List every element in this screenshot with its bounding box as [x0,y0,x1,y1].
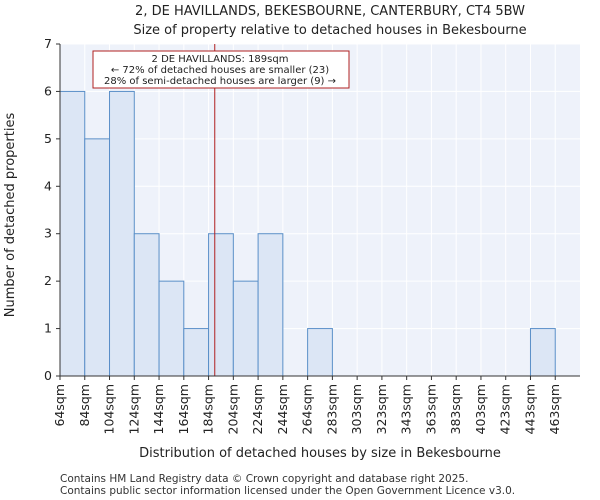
annotation-line-3: 28% of semi-detached houses are larger (… [104,76,336,87]
chart-subtitle: Size of property relative to detached ho… [133,23,526,38]
x-tick-label-11: 283sqm [324,384,339,434]
x-tick-labels: 64sqm 84sqm 104sqm 124sqm 144sqm 164sqm 184sqm… [52,376,562,434]
annotation-line-2: ← 72% of detached houses are smaller (23… [111,65,329,76]
x-tick-label-6: 184sqm [201,384,216,434]
x-tick-label-0: 64sqm [52,384,67,427]
chart-title: 2, DE HAVILLANDS, BEKESBOURNE, CANTERBUR… [135,4,525,19]
bars [59,90,556,377]
y-tick-label-1: 1 [44,321,52,336]
y-tick-label-3: 3 [44,226,52,241]
x-tick-label-3: 124sqm [126,384,141,434]
x-tick-label-18: 423sqm [498,384,513,434]
y-tick-label-0: 0 [44,368,52,383]
bar-124sqm [133,233,160,377]
x-tick-label-7: 204sqm [225,384,240,434]
x-tick-label-20: 463sqm [547,384,562,434]
y-tick-label-2: 2 [44,273,52,288]
footer-line-1: Contains HM Land Registry data © Crown c… [60,473,469,485]
bar-64sqm [59,90,86,377]
bar-204sqm [232,280,259,377]
bar-104sqm [109,90,135,377]
x-tick-label-5: 164sqm [176,384,191,434]
bar-443sqm [529,328,556,377]
x-tick-label-16: 383sqm [448,384,463,434]
x-tick-label-2: 104sqm [102,384,117,434]
x-tick-label-12: 303sqm [349,384,364,434]
y-tick-label-7: 7 [44,36,52,51]
bar-264sqm [307,328,333,377]
bar-84sqm [84,138,111,377]
axes [59,44,580,377]
y-axis-label: Number of detached properties [3,113,18,318]
x-tick-label-13: 323sqm [374,384,389,434]
x-tick-label-1: 84sqm [77,384,92,427]
x-axis-label: Distribution of detached houses by size … [139,446,501,461]
x-tick-label-8: 224sqm [250,384,265,434]
y-tick-label-5: 5 [44,131,52,146]
footer-line-2: Contains public sector information licen… [60,485,516,497]
y-tick-label-6: 6 [44,83,52,98]
annotation-line-1: 2 DE HAVILLANDS: 189sqm [152,54,289,65]
bar-224sqm [257,233,284,377]
x-tick-label-14: 343sqm [399,384,414,434]
x-tick-label-4: 144sqm [151,384,166,434]
y-tick-labels: 0 1 2 3 4 5 6 7 [44,36,60,383]
x-tick-label-9: 244sqm [275,384,290,434]
y-tick-label-4: 4 [44,178,52,193]
x-tick-label-10: 264sqm [300,384,315,434]
x-tick-label-17: 403sqm [473,384,488,434]
bar-184sqm [208,233,234,377]
bar-144sqm [158,280,185,377]
x-tick-label-19: 443sqm [522,384,537,434]
bar-164sqm [183,328,210,377]
annotation-box [92,50,350,89]
x-tick-label-15: 363sqm [423,384,438,434]
